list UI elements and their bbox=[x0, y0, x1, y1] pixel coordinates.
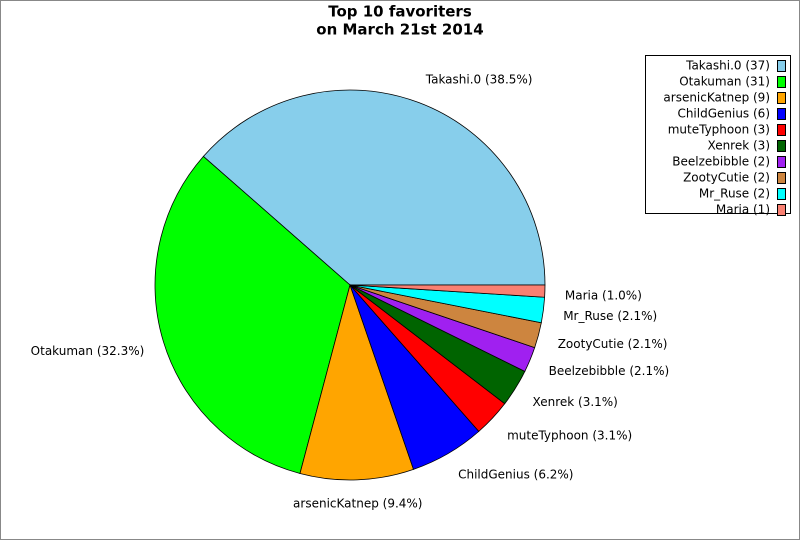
slice-label: Takashi.0 (38.5%) bbox=[425, 72, 533, 86]
slice-label: ChildGenius (6.2%) bbox=[458, 467, 573, 481]
pie-slice bbox=[349, 284, 546, 298]
legend-swatch bbox=[777, 124, 786, 136]
legend-label: arsenicKatnep (9) bbox=[663, 91, 770, 105]
legend-box bbox=[645, 55, 791, 214]
legend-swatch bbox=[777, 76, 786, 88]
pie-slice bbox=[299, 283, 415, 481]
legend-label: ZootyCutie (2) bbox=[683, 171, 770, 185]
chart-title: Top 10 favoriters bbox=[328, 3, 472, 21]
slice-label: Mr_Ruse (2.1%) bbox=[563, 309, 657, 323]
legend-swatch bbox=[777, 60, 786, 72]
legend-label: Xenrek (3) bbox=[708, 139, 770, 153]
legend-swatch bbox=[777, 108, 786, 120]
slice-label: arsenicKatnep (9.4%) bbox=[293, 496, 422, 510]
legend-swatch bbox=[777, 172, 786, 184]
legend-label: Takashi.0 (37) bbox=[685, 59, 770, 73]
legend-swatch bbox=[777, 204, 786, 216]
legend-label: Otakuman (31) bbox=[679, 75, 770, 89]
legend-label: Beelzebibble (2) bbox=[672, 155, 770, 169]
legend-swatch bbox=[777, 140, 786, 152]
slice-label: Beelzebibble (2.1%) bbox=[549, 364, 670, 378]
legend-label: Mr_Ruse (2) bbox=[699, 187, 770, 201]
legend-swatch bbox=[777, 188, 786, 200]
slice-label: ZootyCutie (2.1%) bbox=[558, 337, 668, 351]
legend-label: muteTyphoon (3) bbox=[668, 123, 770, 137]
chart-subtitle: on March 21st 2014 bbox=[316, 21, 483, 39]
slice-label: Maria (1.0%) bbox=[565, 288, 642, 302]
slice-label: muteTyphoon (3.1%) bbox=[507, 428, 632, 442]
legend-label: Maria (1) bbox=[716, 203, 770, 217]
pie-slice bbox=[154, 155, 351, 474]
legend-swatch bbox=[777, 92, 786, 104]
legend-swatch bbox=[777, 156, 786, 168]
legend-label: ChildGenius (6) bbox=[677, 107, 770, 121]
slice-label: Otakuman (32.3%) bbox=[31, 344, 145, 358]
slice-label: Xenrek (3.1%) bbox=[533, 395, 618, 409]
pie-slice bbox=[202, 89, 546, 286]
